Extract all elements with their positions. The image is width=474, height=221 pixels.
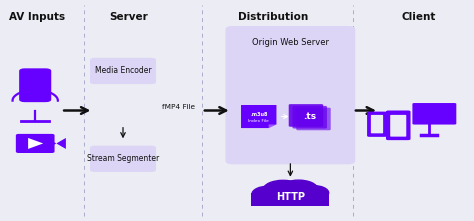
FancyBboxPatch shape	[251, 193, 329, 206]
FancyBboxPatch shape	[412, 103, 456, 125]
FancyBboxPatch shape	[16, 134, 55, 153]
Text: Index File: Index File	[248, 119, 269, 123]
Text: Media Encoder: Media Encoder	[95, 67, 151, 75]
Circle shape	[252, 186, 286, 202]
Circle shape	[263, 180, 303, 199]
FancyBboxPatch shape	[90, 58, 156, 84]
Text: Server: Server	[109, 12, 148, 22]
Text: fMP4 File: fMP4 File	[162, 104, 195, 110]
FancyBboxPatch shape	[296, 108, 331, 130]
Circle shape	[273, 188, 307, 204]
Text: Origin Web Server: Origin Web Server	[252, 38, 329, 47]
Circle shape	[280, 180, 318, 198]
Text: .ts: .ts	[303, 112, 316, 121]
FancyBboxPatch shape	[289, 104, 323, 127]
FancyBboxPatch shape	[367, 112, 387, 137]
Polygon shape	[28, 138, 43, 149]
FancyBboxPatch shape	[19, 68, 51, 102]
FancyBboxPatch shape	[386, 110, 410, 140]
FancyBboxPatch shape	[90, 146, 156, 172]
Text: AV Inputs: AV Inputs	[9, 12, 64, 22]
FancyBboxPatch shape	[226, 26, 356, 164]
Text: HTTP: HTTP	[275, 192, 305, 202]
Text: .m3u8: .m3u8	[250, 112, 267, 117]
Text: Stream Segmenter: Stream Segmenter	[87, 154, 159, 163]
FancyBboxPatch shape	[371, 115, 383, 133]
Polygon shape	[52, 138, 66, 149]
FancyBboxPatch shape	[292, 106, 327, 128]
Polygon shape	[241, 105, 276, 128]
Circle shape	[297, 185, 328, 200]
Text: Client: Client	[402, 12, 436, 22]
Text: Distribution: Distribution	[237, 12, 308, 22]
FancyBboxPatch shape	[390, 115, 406, 137]
Polygon shape	[269, 124, 276, 128]
